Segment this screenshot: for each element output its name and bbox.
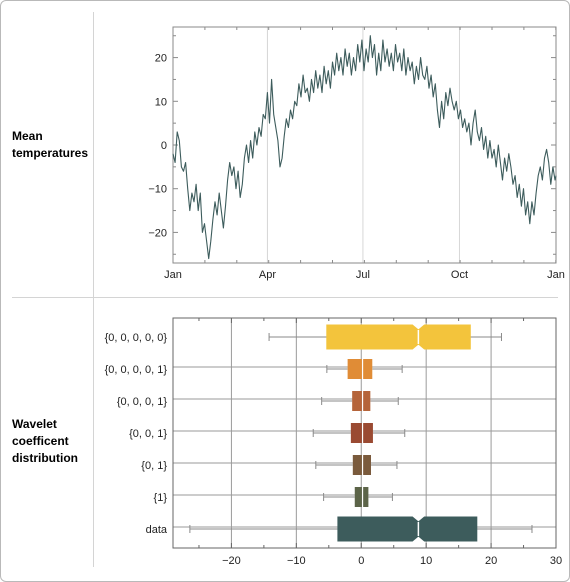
category-label: {0, 0, 0, 0, 0} xyxy=(105,332,168,344)
row-label-line: Wavelet xyxy=(12,417,57,431)
row-divider xyxy=(12,297,558,298)
x-tick-label: 0 xyxy=(358,555,364,567)
y-tick-label: 10 xyxy=(155,96,167,108)
y-tick-label: 0 xyxy=(161,140,167,152)
y-tick-label: 20 xyxy=(155,53,167,65)
plot-frame xyxy=(172,317,557,549)
box xyxy=(337,516,478,542)
column-divider xyxy=(93,12,94,567)
box xyxy=(350,423,373,443)
x-tick-label: Apr xyxy=(259,269,276,281)
box xyxy=(352,455,371,475)
x-tick-label: −20 xyxy=(222,555,241,567)
category-label: {0, 0, 1} xyxy=(129,428,167,440)
x-tick-label: Jul xyxy=(356,269,370,281)
row-label-line: Mean xyxy=(12,129,43,143)
box xyxy=(326,324,471,350)
y-tick-label: −10 xyxy=(148,184,167,196)
y-tick-label: −20 xyxy=(148,227,167,239)
box xyxy=(354,487,369,507)
category-label: {1} xyxy=(154,492,168,504)
category-label: data xyxy=(146,524,168,536)
row-label-mean-temperatures: Mean temperatures xyxy=(12,128,92,162)
row-label-line: temperatures xyxy=(12,146,89,160)
row-label-line: coefficent xyxy=(12,434,69,448)
row-label-line: distribution xyxy=(12,451,78,465)
x-tick-label: Oct xyxy=(451,269,468,281)
temperature-series-line xyxy=(172,35,557,260)
x-tick-label: Jan xyxy=(164,269,182,281)
x-tick-label: −10 xyxy=(287,555,306,567)
x-tick-label: 10 xyxy=(420,555,432,567)
category-label: {0, 0, 0, 0, 1} xyxy=(105,364,168,376)
x-tick-label: 20 xyxy=(485,555,497,567)
row-label-wavelet-distribution: Wavelet coefficent distribution xyxy=(12,416,92,467)
x-tick-label: Jan xyxy=(547,269,565,281)
x-tick-label: 30 xyxy=(550,555,562,567)
category-label: {0, 1} xyxy=(141,460,167,472)
box xyxy=(352,391,371,411)
box xyxy=(347,359,373,379)
category-label: {0, 0, 0, 1} xyxy=(117,396,167,408)
